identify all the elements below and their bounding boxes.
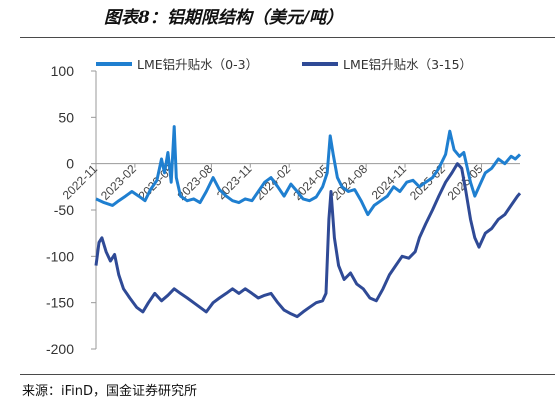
top-rule [20,37,555,38]
y-tick-label: -50 [54,202,74,218]
y-tick-label: 100 [51,63,75,79]
y-axis: 100 50 0 -50 -100 -150 -200 [46,63,97,357]
series-group [94,125,522,319]
y-tick-label: -100 [46,248,74,264]
series-line-0-3 [95,125,522,217]
legend-label: LME铝升贴水（3-15） [343,57,472,72]
source-note: 来源：iFinD，国金证券研究所 [22,384,198,399]
legend: LME铝升贴水（0-3） LME铝升贴水（3-15） [96,57,472,72]
x-tick-label: 2024-11 [369,162,410,203]
y-tick-label: 50 [58,109,74,125]
x-tick-label: 2023-11 [214,162,255,203]
chart-title: 图表8：铝期限结构（美元/吨） [104,8,344,28]
series-line-3-15 [94,162,522,319]
y-tick-label: 0 [66,156,74,172]
legend-label: LME铝升贴水（0-3） [137,57,258,72]
bottom-rule [20,374,555,375]
x-tick-label: 2023-02 [98,162,139,203]
x-axis: 2022-112023-022023-052023-082023-112024-… [60,162,520,203]
y-tick-label: -150 [46,295,74,311]
y-tick-label: -200 [46,341,74,357]
